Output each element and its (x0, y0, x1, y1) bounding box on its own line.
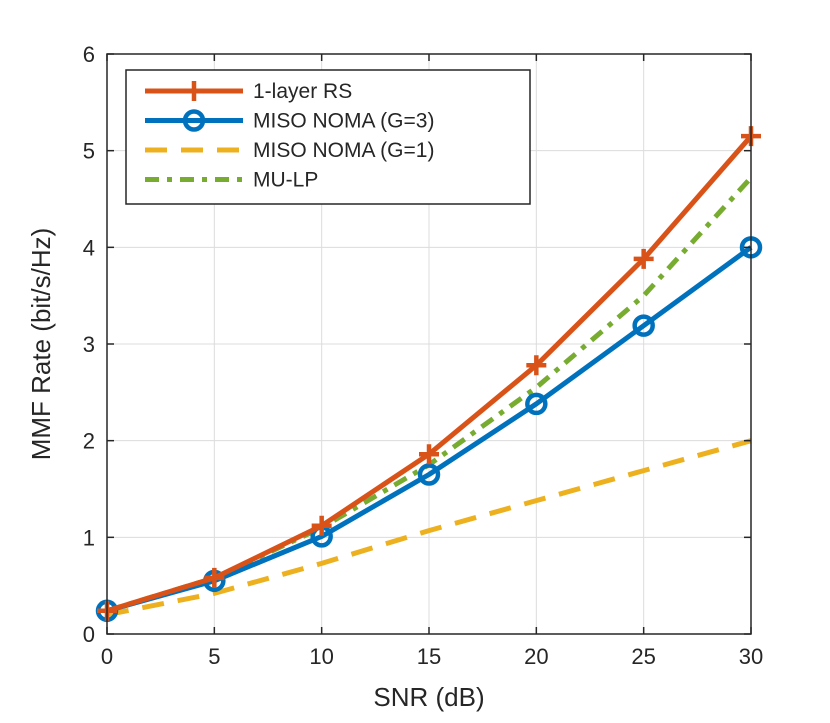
y-tick-label: 5 (83, 139, 95, 164)
legend: 1-layer RS MISO NOMA (G=3) MISO NOMA (G=1)… (125, 69, 531, 205)
legend-label: MISO NOMA (G=3) (253, 110, 434, 133)
x-tick-label: 15 (417, 644, 441, 669)
x-tick-label: 10 (309, 644, 333, 669)
legend-label: MISO NOMA (G=1) (253, 139, 434, 162)
data-point-marker (204, 567, 225, 588)
y-tick-label: 6 (83, 42, 95, 67)
x-tick-label: 0 (101, 644, 113, 669)
y-tick-label: 0 (83, 622, 95, 647)
legend-label: MU-LP (253, 169, 318, 192)
series-2 (106, 438, 752, 618)
legend-item: MISO NOMA (G=1) (145, 139, 434, 162)
y-tick-label: 4 (83, 235, 95, 260)
x-tick-label: 20 (524, 644, 548, 669)
y-axis-label: MMF Rate (bit/s/Hz) (26, 228, 56, 461)
data-point-marker (419, 444, 439, 465)
legend-label: 1-layer RS (253, 80, 352, 103)
series-line (106, 438, 752, 618)
legend-item: 1-layer RS (145, 80, 352, 103)
data-point-marker (417, 463, 441, 486)
data-point-marker (526, 355, 547, 376)
y-tick-label: 2 (83, 429, 95, 454)
x-tick-label: 5 (208, 644, 220, 669)
x-axis-label: SNR (dB) (373, 682, 484, 712)
legend-marker (184, 81, 204, 101)
y-tick-label: 1 (83, 525, 95, 550)
data-point-marker (633, 248, 654, 269)
legend-marker (182, 109, 206, 132)
legend-item: MISO NOMA (G=3) (145, 109, 434, 133)
axis-ticks: 0 5 10 15 20 25 30 0 1 2 3 4 5 6 (83, 42, 763, 669)
series-layer (95, 126, 763, 623)
x-tick-label: 30 (739, 644, 763, 669)
data-point-marker (311, 515, 332, 536)
x-tick-label: 25 (631, 644, 655, 669)
data-point-marker (525, 392, 548, 416)
legend-item: MU-LP (145, 169, 318, 192)
y-tick-label: 3 (83, 332, 95, 357)
data-point-marker (632, 314, 655, 337)
